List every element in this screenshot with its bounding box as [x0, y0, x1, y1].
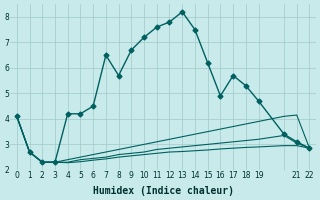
X-axis label: Humidex (Indice chaleur): Humidex (Indice chaleur) — [92, 186, 234, 196]
